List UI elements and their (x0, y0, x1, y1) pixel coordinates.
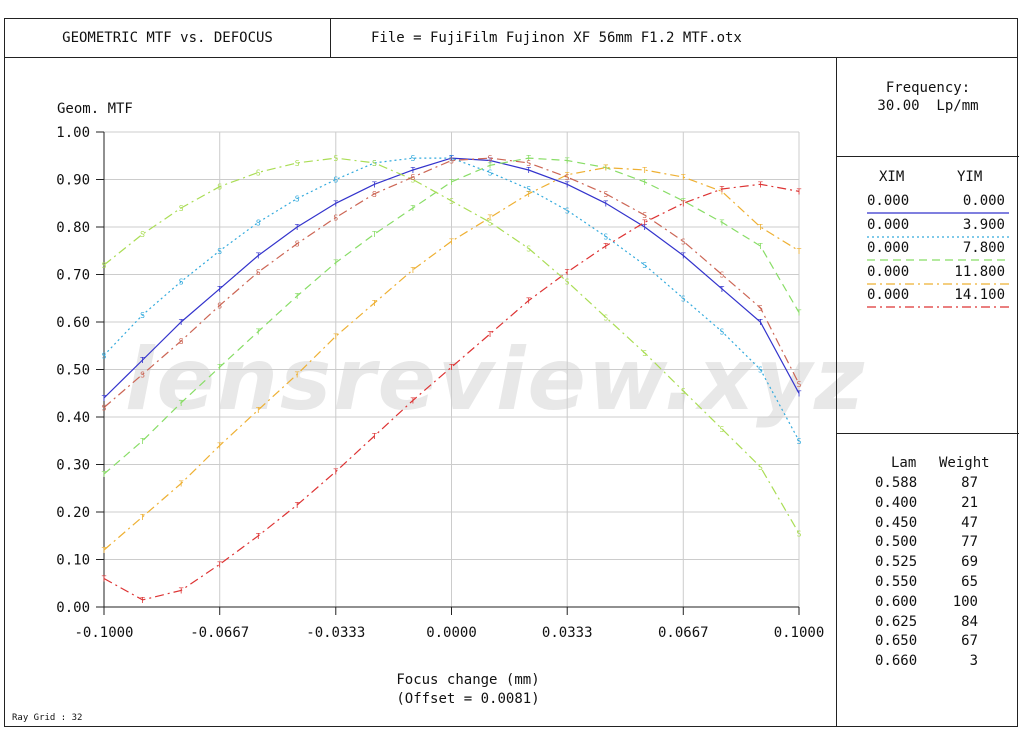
weight-value: 100 (952, 593, 978, 610)
frequency-label: Frequency: (885, 80, 971, 96)
field-legend-swatch (867, 306, 1009, 308)
field-legend-swatch (867, 259, 1009, 261)
xim-value: 0.000 (867, 216, 910, 233)
weight-header: Weight (939, 455, 990, 471)
wavelength-value: 0.550 (875, 574, 918, 590)
weight-value: 47 (961, 514, 978, 531)
frequency-value: 30.00 Lp/mm (877, 98, 979, 114)
wavelength-value: 0.500 (875, 534, 918, 551)
wavelength-value: 0.650 (875, 633, 918, 650)
field-legend-swatch (867, 235, 1009, 238)
xim-value: 0.000 (867, 263, 910, 280)
wavelength-value: 0.450 (875, 514, 918, 531)
yim-value: 0.000 (962, 193, 1005, 209)
frequency-box: Frequency: 30.00 Lp/mm (837, 79, 1019, 115)
weight-value: 77 (961, 534, 978, 551)
xim-value: 0.000 (867, 287, 910, 303)
field-legend-swatch (867, 282, 1009, 285)
side-panel: Frequency: 30.00 Lp/mm XIM YIM 0.000 0.00… (836, 57, 1019, 727)
wavelength-value: 0.600 (875, 593, 918, 610)
weight-value: 84 (961, 613, 978, 630)
yim-header: YIM (957, 169, 983, 185)
ray-grid-label: Ray Grid : 32 (12, 713, 83, 723)
file-name: File = FujiFilm Fujinon XF 56mm F1.2 MTF… (330, 18, 1018, 58)
yim-value: 14.100 (954, 287, 1005, 303)
wavelength-value: 0.660 (875, 653, 918, 670)
weight-value: 87 (961, 475, 978, 491)
chart-title: GEOMETRIC MTF vs. DEFOCUS (4, 18, 331, 58)
weight-value: 21 (961, 494, 978, 511)
x-axis-offset-label: (Offset = 0.0081) (396, 691, 540, 707)
wavelength-value: 0.588 (875, 475, 918, 491)
side-divider (837, 156, 1019, 157)
weight-value: 67 (961, 633, 978, 650)
xim-value: 0.000 (867, 240, 910, 256)
wavelength-value: 0.400 (875, 494, 918, 511)
yim-value: 7.800 (962, 240, 1005, 256)
xim-header: XIM (879, 169, 905, 185)
wavelength-value: 0.525 (875, 554, 918, 571)
weight-value: 69 (961, 554, 978, 571)
x-axis-label: Focus change (mm) (396, 672, 540, 688)
watermark: lensreview.xyz (125, 330, 867, 430)
y-axis-label: Geom. MTF (57, 101, 133, 117)
side-divider (837, 433, 1019, 434)
field-legend-swatch (867, 212, 1009, 214)
yim-value: 3.900 (962, 216, 1005, 233)
lam-header: Lam (891, 455, 917, 471)
yim-value: 11.800 (954, 263, 1005, 280)
xim-value: 0.000 (867, 193, 910, 209)
weight-value: 65 (961, 574, 978, 590)
wavelength-value: 0.625 (875, 613, 918, 630)
weight-value: 3 (969, 653, 978, 670)
